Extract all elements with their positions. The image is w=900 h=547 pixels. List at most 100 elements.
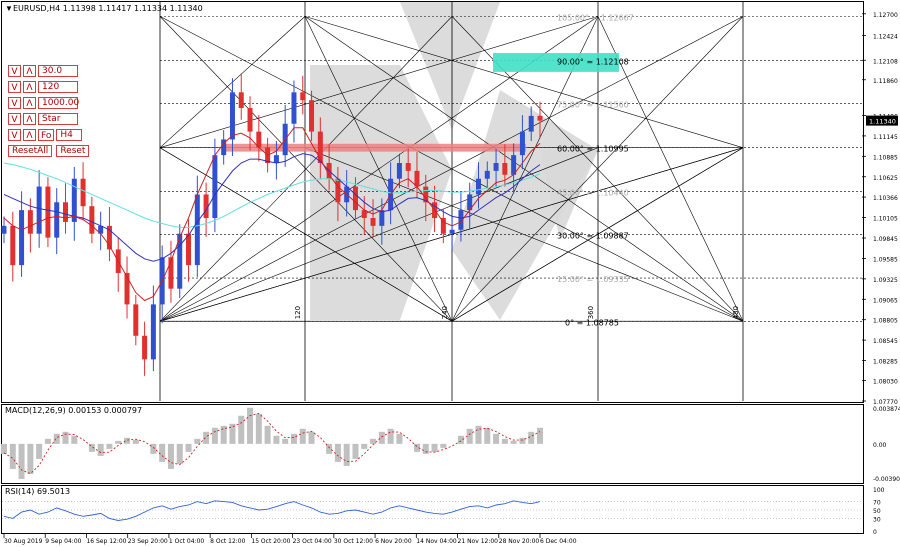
gann-fan-line [159, 147, 744, 322]
candle-body [335, 178, 341, 203]
rsi-title: RSI(14) 69.5013 [5, 487, 70, 496]
up-button[interactable]: Λ [23, 129, 36, 141]
down-button[interactable]: V [8, 113, 21, 125]
macd-bar [27, 443, 34, 474]
macd-bar [387, 428, 394, 444]
gann-fan-line [304, 16, 744, 148]
gann-level-label: 30.00° = 1.09887 [557, 232, 629, 241]
time-tick-label: 21 Nov 12:00 [458, 538, 499, 545]
candle-body [247, 108, 253, 132]
macd-bar [159, 443, 166, 462]
candle-body [414, 170, 420, 187]
macd-axis-label: 0.00 [873, 442, 887, 449]
macd-bar [124, 437, 131, 444]
macd-bar [220, 425, 227, 444]
gann-control-panel: V Λ 30.0 V Λ 120 V Λ 1000.00 V Λ Star V … [8, 64, 93, 160]
candle-body [300, 92, 306, 101]
time-tick-label: 30 Oct 12:00 [334, 538, 373, 545]
macd-bar [475, 425, 482, 444]
candle-body [124, 272, 130, 305]
macd-bar [378, 431, 385, 444]
rsi-panel-frame [1, 485, 864, 534]
candle-body [256, 131, 262, 148]
price-tick-label: 1.08805 [873, 318, 898, 325]
candle-body [370, 217, 376, 226]
candle-body [71, 178, 77, 222]
down-button[interactable]: V [8, 129, 21, 141]
macd-bar [290, 433, 297, 444]
angle-field[interactable]: 30.0 [38, 65, 78, 77]
fo-button[interactable]: Fo [38, 129, 55, 141]
macd-bar [493, 433, 500, 444]
gann-fan-line [451, 16, 744, 322]
macd-title: MACD(12,26,9) 0.00153 0.000797 [5, 406, 142, 415]
down-button[interactable]: V [8, 65, 21, 77]
macd-bar [1, 443, 7, 454]
macd-bar [413, 443, 420, 452]
gann-level-label: 45.00° = 1.10440 [557, 188, 629, 197]
chart-title-icon: ▼ [5, 4, 13, 13]
candle-body [27, 210, 33, 234]
gann-level-label: 60.00° = 1.10995 [557, 145, 629, 154]
up-button[interactable]: Λ [23, 65, 36, 77]
candle-body [150, 304, 156, 360]
rsi-axis-label: 0 [873, 529, 877, 536]
candle-body [133, 304, 139, 336]
candle-body [63, 202, 69, 222]
macd-bar [457, 435, 464, 444]
macd-bar [71, 435, 78, 444]
mode-field[interactable]: Star [38, 113, 78, 125]
up-button[interactable]: Λ [23, 113, 36, 125]
gann-level-labels: 105.00° = 1.12667 90.00° = 1.12108 75.00° … [557, 13, 634, 327]
price-tick-label: 1.08545 [873, 338, 898, 345]
current-price-label: 1.11340 [869, 118, 896, 126]
candle-body [186, 233, 192, 266]
gann-shade [310, 65, 452, 320]
time-tick-label: 1 Oct 04:00 [169, 538, 204, 545]
gann-bar-count-label: 120 [294, 306, 302, 319]
down-button[interactable]: V [8, 97, 21, 109]
rsi-axis-label: 100 [873, 487, 885, 494]
control-row-2: V Λ 120 [8, 80, 93, 94]
macd-bar [484, 427, 491, 444]
macd-bar [308, 431, 315, 444]
candle-body [475, 178, 481, 195]
macd-bar [282, 438, 289, 444]
symbol-title: EURUSD,H4 1.11398 1.11417 1.11334 1.1134… [13, 4, 203, 13]
candle-body [10, 225, 16, 266]
gann-fan-line [159, 16, 453, 322]
bars-field[interactable]: 120 [38, 81, 78, 93]
candle-body [449, 229, 455, 234]
macd-bar [334, 443, 341, 462]
reset-button[interactable]: Reset [56, 145, 90, 157]
up-button[interactable]: Λ [23, 81, 36, 93]
reset-all-button[interactable]: ResetAll [8, 145, 53, 157]
candles [1, 73, 543, 376]
gann-shade [540, 150, 598, 240]
gann-fan-line [451, 147, 744, 322]
macd-bar [88, 443, 95, 452]
up-button[interactable]: Λ [23, 97, 36, 109]
candle-body [423, 186, 429, 203]
candle-body [273, 155, 279, 164]
macd-bar [18, 443, 25, 479]
price-tick-label: 1.07770 [873, 399, 898, 406]
macd-bar [370, 438, 377, 444]
macd-bar [211, 427, 218, 444]
gann-level-label: 90.00° = 1.12108 [557, 57, 629, 66]
down-button[interactable]: V [8, 81, 21, 93]
macd-bar [326, 443, 333, 454]
macd-bar [343, 443, 350, 466]
time-tick-label: 30 Aug 2019 [4, 538, 43, 545]
resistance-zone [226, 143, 526, 152]
scale-field[interactable]: 1000.00 [38, 97, 79, 109]
candle-body [361, 210, 367, 218]
control-row-4: V Λ Star [8, 112, 93, 126]
macd-bar [36, 443, 43, 459]
current-price-marker [866, 115, 898, 126]
timeframe-field[interactable]: H4 [56, 129, 83, 141]
macd-bar [238, 415, 245, 444]
macd-bar [431, 443, 438, 452]
